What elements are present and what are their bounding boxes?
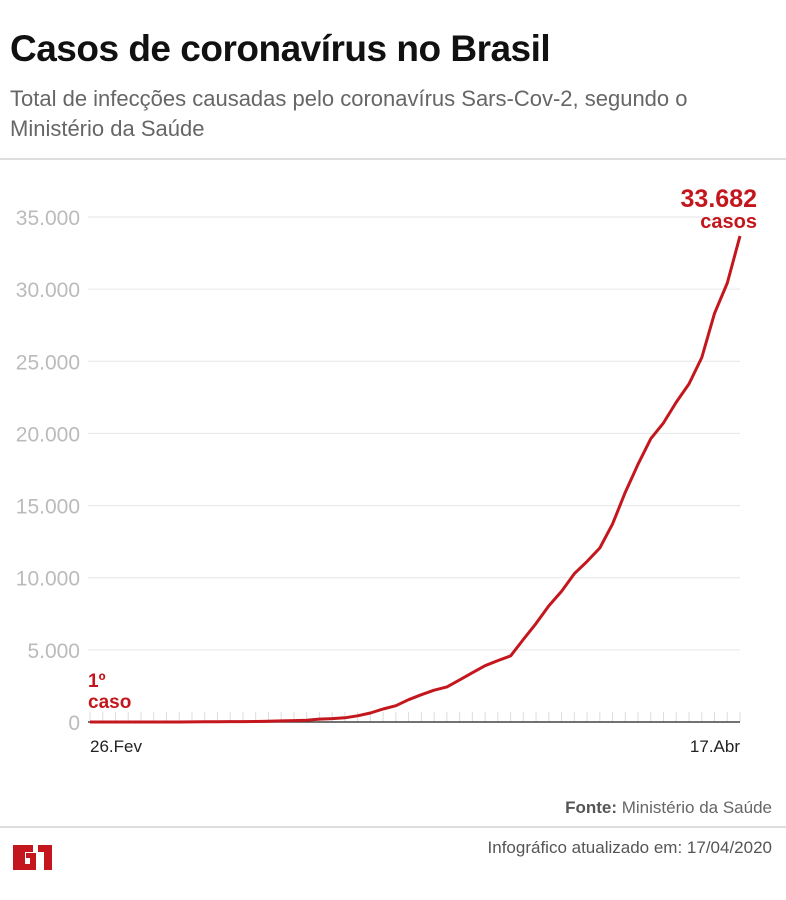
- y-tick-label: 25.000: [16, 351, 80, 374]
- g1-logo: [10, 842, 60, 877]
- y-tick-label: 10.000: [16, 568, 80, 591]
- x-tick-label: 17.Abr: [690, 737, 740, 756]
- x-tick-label: 26.Fev: [90, 737, 142, 756]
- source: Fonte: Ministério da Saúde: [565, 798, 772, 818]
- divider: [0, 158, 786, 160]
- last-value-label: 33.682: [681, 185, 757, 213]
- source-value: Ministério da Saúde: [621, 798, 772, 817]
- line-chart: 0 5.000 10.000 15.000 20.000 25.000 30.000 35.0…: [16, 185, 757, 756]
- first-case-label: caso: [88, 692, 131, 713]
- y-tick-label: 30.000: [16, 279, 80, 302]
- y-tick-label: 15.000: [16, 496, 80, 519]
- last-value-label: casos: [700, 211, 757, 233]
- y-tick-label: 0: [68, 712, 80, 735]
- source-label: Fonte:: [565, 798, 617, 817]
- y-tick-label: 35.000: [16, 207, 80, 230]
- cases-line: [90, 235, 742, 724]
- updated-date: Infográfico atualizado em: 17/04/2020: [487, 838, 772, 857]
- divider: [0, 826, 786, 828]
- y-tick-label: 5.000: [27, 640, 80, 663]
- first-case-label: 1º: [88, 671, 106, 692]
- y-tick-label: 20.000: [16, 423, 80, 446]
- subtitle: Total de infecções causadas pelo coronav…: [10, 86, 688, 141]
- page-title: Casos de coronavírus no Brasil: [10, 28, 551, 69]
